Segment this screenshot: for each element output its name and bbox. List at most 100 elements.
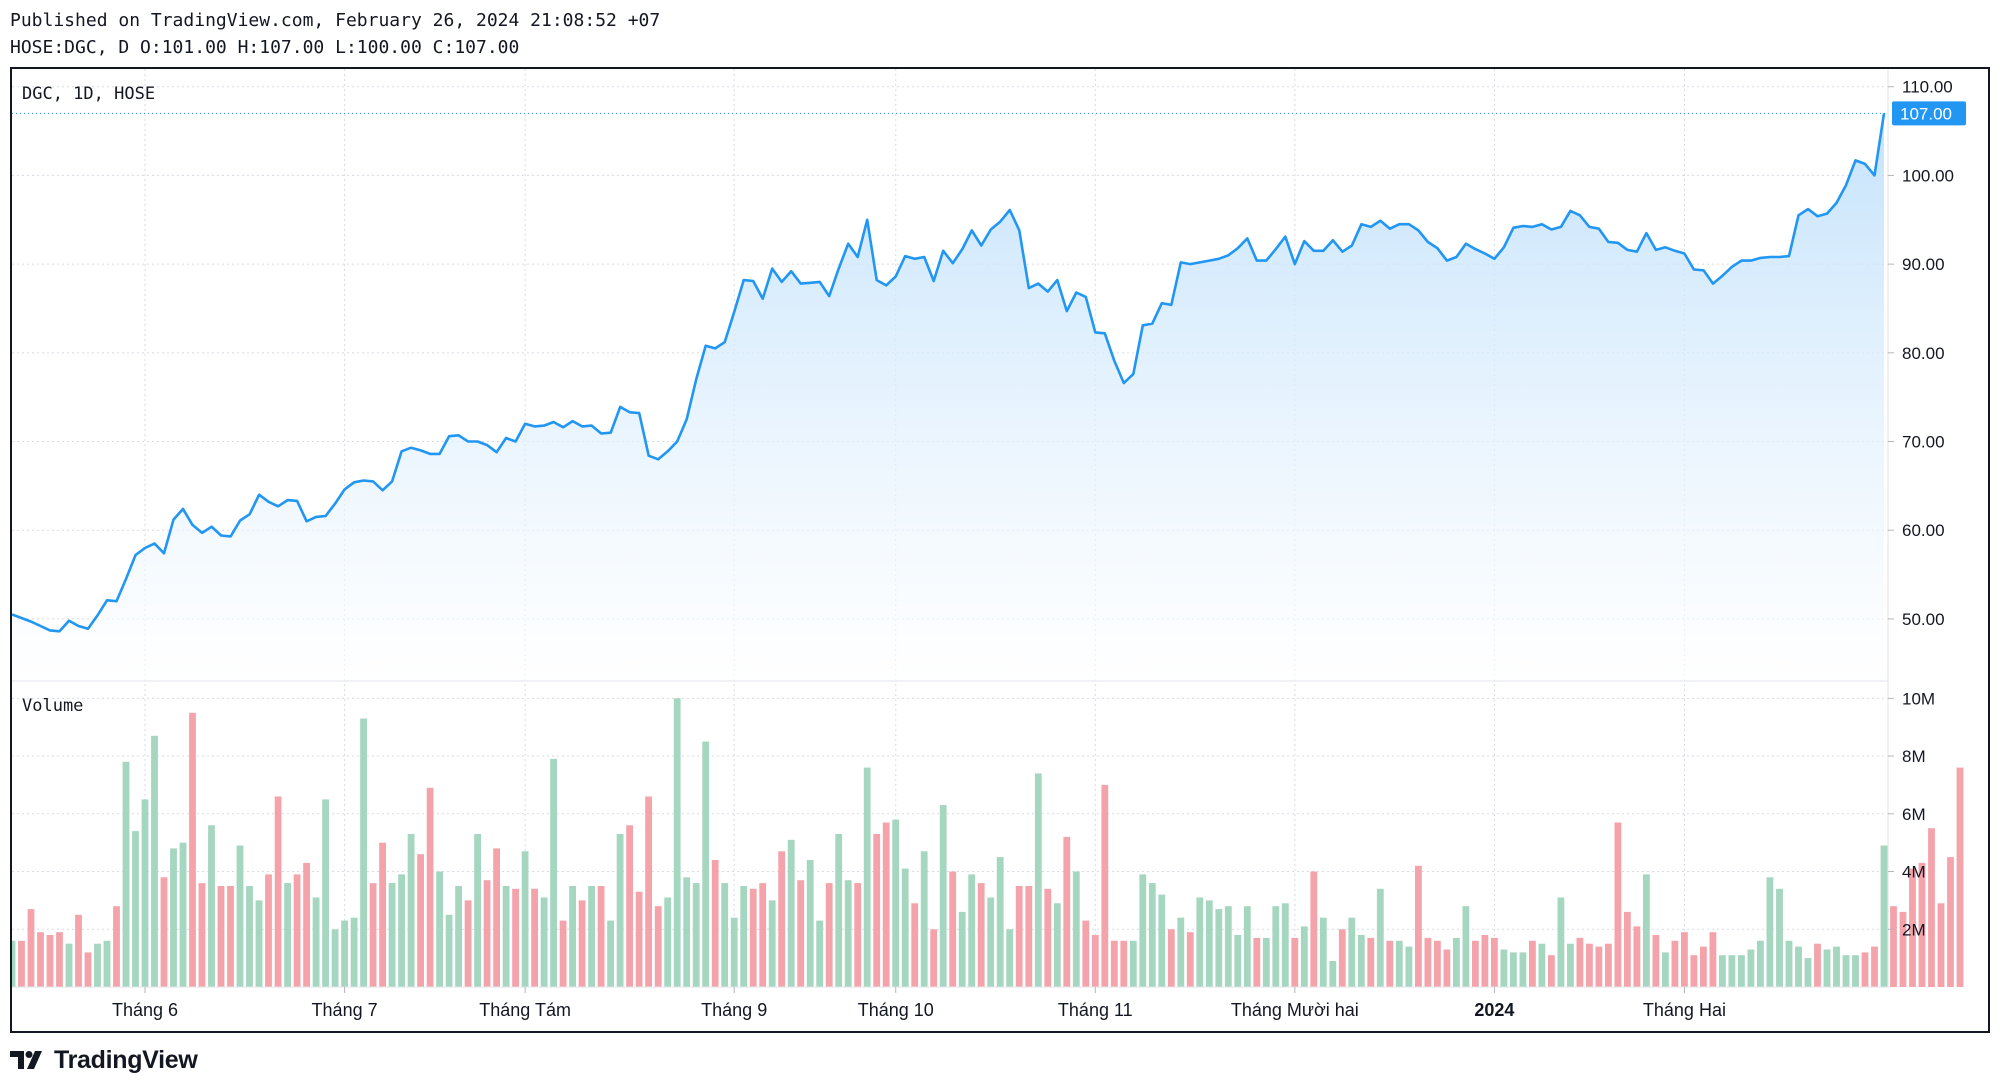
volume-bar bbox=[1928, 828, 1935, 987]
volume-bar bbox=[1690, 955, 1698, 987]
volume-bar bbox=[369, 883, 377, 987]
volume-bars bbox=[12, 698, 1964, 987]
volume-bar bbox=[293, 874, 301, 987]
chart-canvas[interactable]: 50.00 60.00 70.00 80.00 90.00 100.00 110.00 107… bbox=[12, 69, 1988, 1031]
volume-bar bbox=[1224, 906, 1232, 987]
volume-bar bbox=[531, 888, 538, 987]
volume-bar bbox=[1215, 909, 1223, 987]
volume-bar bbox=[1053, 903, 1061, 987]
volume-bar bbox=[616, 834, 624, 987]
volume-bar bbox=[1319, 917, 1327, 987]
volume-bar bbox=[1766, 877, 1774, 987]
time-axis-label: Tháng Tám bbox=[479, 1000, 571, 1020]
volume-bar bbox=[1310, 871, 1318, 987]
volume-bar bbox=[702, 741, 710, 987]
volume-bar bbox=[474, 834, 481, 987]
volume-bar bbox=[502, 886, 510, 987]
volume-bar bbox=[882, 822, 890, 987]
volume-bar bbox=[1015, 886, 1023, 987]
volume-bar bbox=[759, 883, 767, 987]
chart-frame[interactable]: 50.00 60.00 70.00 80.00 90.00 100.00 110.00 107… bbox=[10, 67, 1990, 1033]
volume-bar bbox=[692, 883, 700, 987]
volume-bar bbox=[683, 877, 691, 987]
volume-bar bbox=[75, 914, 82, 987]
volume-bar bbox=[1415, 865, 1422, 987]
price-axis-label: 60.00 bbox=[1902, 521, 1945, 540]
volume-bar bbox=[189, 712, 196, 987]
volume-bar bbox=[607, 920, 614, 987]
volume-bar bbox=[1196, 897, 1204, 987]
volume-bar bbox=[1025, 886, 1033, 987]
volume-bar bbox=[1243, 906, 1251, 987]
volume-bar bbox=[711, 860, 719, 987]
volume-bar bbox=[1510, 952, 1517, 987]
volume-bar bbox=[1110, 940, 1118, 987]
volume-bar bbox=[1700, 946, 1707, 987]
price-axis-label: 100.00 bbox=[1902, 166, 1954, 185]
volume-bar bbox=[1443, 949, 1451, 987]
volume-bar bbox=[1681, 932, 1688, 987]
volume-bar bbox=[939, 805, 947, 987]
volume-bar bbox=[1129, 940, 1137, 987]
tradingview-logo[interactable]: TradingView bbox=[10, 1044, 198, 1076]
price-area-fill bbox=[12, 113, 1884, 682]
last-price-label: 107.00 bbox=[1900, 104, 1952, 123]
volume-bar bbox=[1871, 946, 1878, 987]
volume-bar bbox=[1338, 929, 1346, 987]
volume-bar bbox=[46, 935, 54, 987]
volume-bar bbox=[1804, 958, 1812, 987]
volume-bar bbox=[27, 909, 35, 987]
volume-bar bbox=[436, 871, 443, 987]
volume-bar bbox=[1472, 940, 1479, 987]
volume-bar bbox=[236, 845, 244, 987]
volume-bar bbox=[597, 886, 605, 987]
volume-bar bbox=[1833, 946, 1840, 987]
volume-bar bbox=[141, 799, 149, 987]
volume-bar bbox=[1376, 888, 1384, 987]
volume-bar bbox=[1671, 940, 1679, 987]
volume-bar bbox=[37, 932, 44, 987]
volume-bar bbox=[1357, 935, 1365, 987]
volume-bar bbox=[1291, 937, 1299, 987]
time-axis-label: Tháng 9 bbox=[701, 1000, 767, 1020]
volume-bar bbox=[1738, 955, 1745, 987]
volume-bar bbox=[179, 842, 187, 987]
volume-bar bbox=[417, 854, 424, 987]
price-axis-label: 80.00 bbox=[1902, 344, 1945, 363]
volume-bar bbox=[787, 839, 795, 987]
volume-bar bbox=[1072, 871, 1080, 987]
time-axis-label: Tháng Mười hai bbox=[1231, 1000, 1359, 1020]
volume-bar bbox=[550, 758, 557, 987]
volume-bar bbox=[768, 900, 776, 987]
volume-bar bbox=[1329, 961, 1337, 987]
price-axis-label: 70.00 bbox=[1902, 433, 1945, 452]
volume-bar bbox=[863, 767, 871, 987]
volume-bar bbox=[246, 886, 253, 987]
volume-bar bbox=[255, 900, 263, 987]
volume-bar bbox=[1167, 929, 1175, 987]
volume-bar bbox=[1548, 955, 1555, 987]
volume-bar bbox=[1719, 955, 1726, 987]
volume-bar bbox=[1063, 836, 1071, 987]
volume-bar bbox=[930, 929, 938, 987]
volume-axis-label: 10M bbox=[1902, 689, 1935, 708]
volume-bar bbox=[1557, 897, 1565, 987]
volume-bar bbox=[398, 874, 405, 987]
volume-bar bbox=[825, 883, 833, 987]
volume-bar bbox=[873, 834, 881, 987]
price-axis-label: 90.00 bbox=[1902, 255, 1945, 274]
volume-bar bbox=[1785, 940, 1793, 987]
volume-bar bbox=[1462, 906, 1470, 987]
volume-bar bbox=[1747, 949, 1755, 987]
volume-bar bbox=[654, 906, 662, 987]
volume-bar bbox=[426, 787, 434, 987]
price-line bbox=[12, 113, 1886, 633]
volume-bar bbox=[1120, 940, 1128, 987]
volume-bar bbox=[1348, 917, 1356, 987]
volume-bar bbox=[84, 952, 92, 987]
volume-bar bbox=[835, 834, 843, 987]
volume-bar bbox=[132, 831, 139, 987]
volume-bar bbox=[1937, 903, 1945, 987]
volume-bar bbox=[113, 906, 120, 987]
volume-bar bbox=[1386, 940, 1394, 987]
